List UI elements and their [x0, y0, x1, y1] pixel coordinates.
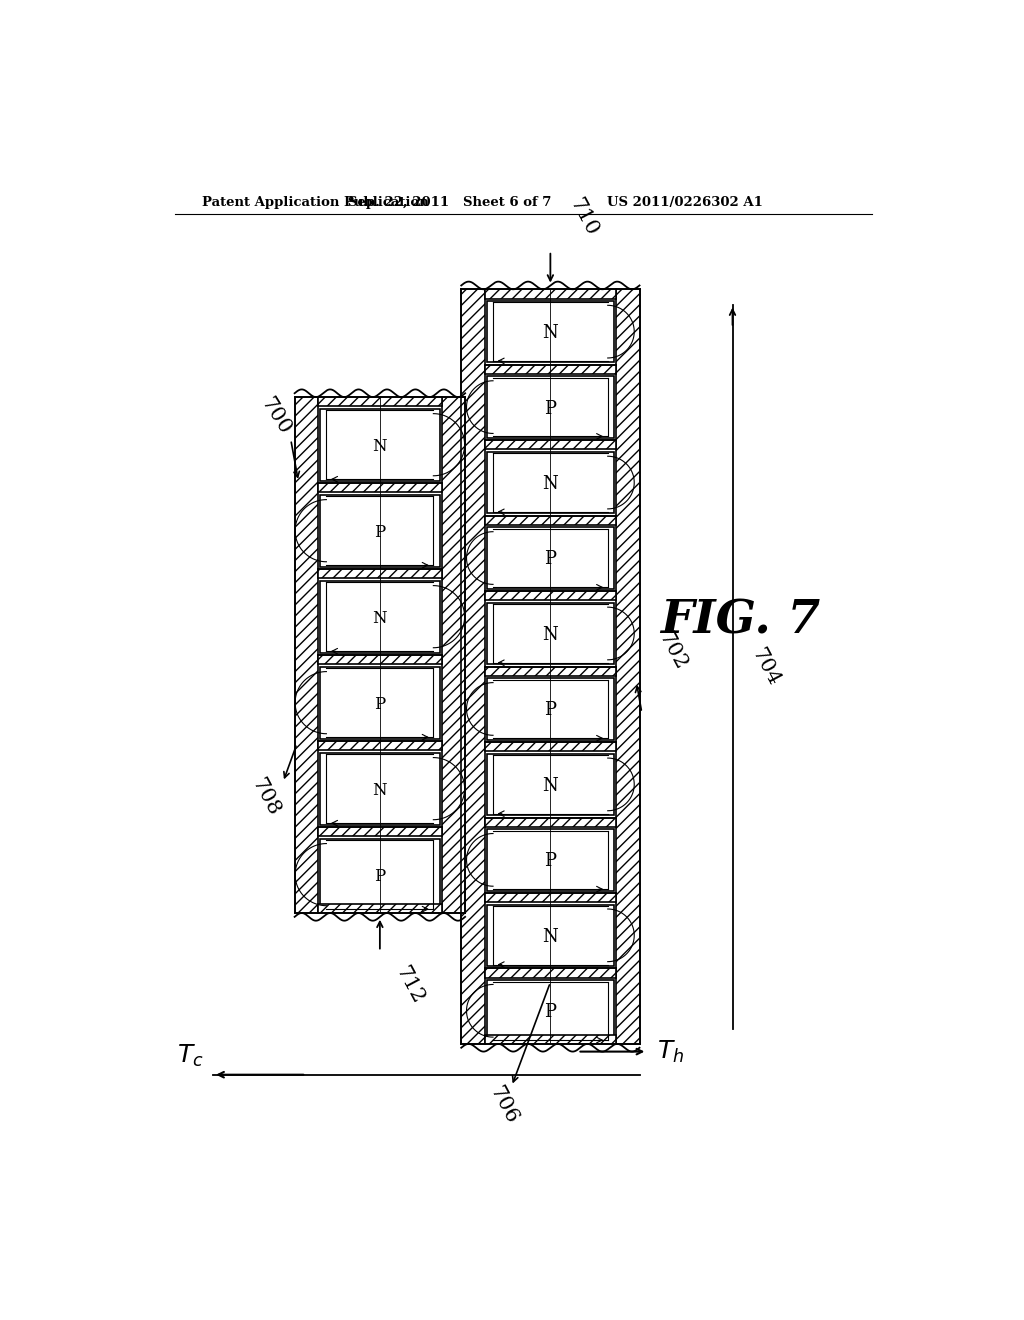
Bar — [484, 591, 616, 601]
Bar — [317, 569, 442, 578]
Bar — [486, 603, 614, 664]
Text: P: P — [374, 697, 385, 713]
Bar — [321, 409, 439, 480]
Text: 700: 700 — [257, 395, 294, 438]
Bar — [486, 979, 614, 1041]
Bar — [317, 397, 442, 407]
Bar — [321, 581, 439, 653]
Text: P: P — [545, 1003, 556, 1022]
Text: P: P — [545, 400, 556, 417]
Bar — [486, 829, 614, 891]
Text: N: N — [543, 777, 558, 795]
Bar — [486, 527, 614, 589]
Bar — [484, 742, 616, 751]
Bar — [317, 828, 442, 837]
Bar — [486, 754, 614, 816]
Bar — [484, 667, 616, 676]
Text: 712: 712 — [391, 964, 427, 1007]
Bar — [484, 289, 616, 298]
Bar — [484, 969, 616, 978]
Bar — [486, 678, 614, 739]
Bar — [321, 838, 439, 911]
Text: P: P — [374, 869, 385, 886]
Text: FIG. 7: FIG. 7 — [660, 598, 820, 643]
Bar — [317, 655, 442, 664]
Text: N: N — [373, 783, 387, 800]
Text: 706: 706 — [486, 1084, 521, 1127]
Bar — [484, 364, 616, 374]
Bar — [484, 516, 616, 525]
Bar — [484, 1035, 616, 1044]
Bar — [484, 441, 616, 449]
Bar — [295, 397, 317, 913]
Bar — [317, 483, 442, 492]
Text: N: N — [543, 626, 558, 644]
Text: $T_c$: $T_c$ — [177, 1043, 204, 1069]
Text: P: P — [374, 524, 385, 541]
Bar — [321, 752, 439, 825]
Text: $T_h$: $T_h$ — [656, 1039, 684, 1065]
Bar — [461, 289, 484, 1044]
Bar — [484, 892, 616, 903]
Bar — [321, 495, 439, 566]
Bar — [486, 301, 614, 363]
Text: N: N — [543, 475, 558, 492]
Bar — [486, 451, 614, 513]
Text: 710: 710 — [566, 195, 601, 239]
Text: Patent Application Publication: Patent Application Publication — [202, 195, 428, 209]
Bar — [484, 817, 616, 826]
Text: N: N — [373, 610, 387, 627]
Text: P: P — [545, 550, 556, 569]
Text: 708: 708 — [248, 775, 284, 820]
Text: P: P — [545, 701, 556, 719]
Bar — [486, 376, 614, 438]
Bar — [317, 741, 442, 750]
Text: US 2011/0226302 A1: US 2011/0226302 A1 — [607, 195, 763, 209]
Text: 704: 704 — [748, 644, 783, 689]
Bar — [486, 904, 614, 966]
Bar — [442, 397, 465, 913]
Text: N: N — [373, 438, 387, 455]
Text: Sep. 22, 2011   Sheet 6 of 7: Sep. 22, 2011 Sheet 6 of 7 — [348, 195, 551, 209]
Text: 702: 702 — [655, 630, 690, 673]
Bar — [321, 667, 439, 739]
Text: P: P — [545, 853, 556, 870]
Bar — [616, 289, 640, 1044]
Text: N: N — [543, 928, 558, 945]
Text: N: N — [543, 325, 558, 342]
Bar — [317, 904, 442, 913]
